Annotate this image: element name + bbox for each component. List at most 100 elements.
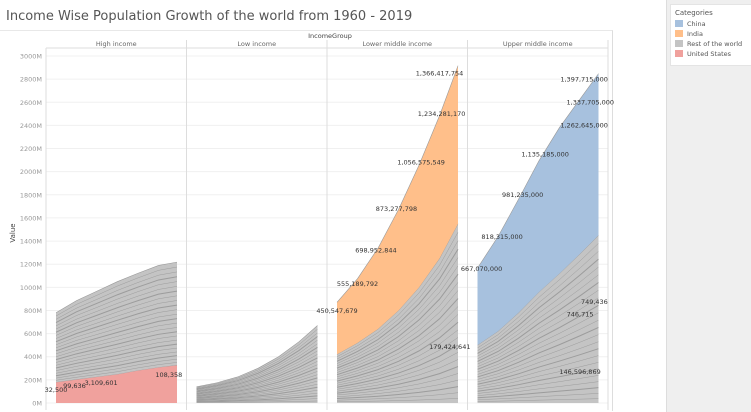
country-band-line	[196, 371, 318, 397]
country-band-line	[55, 295, 178, 336]
country-band-line	[477, 266, 599, 357]
country-band-line	[55, 304, 178, 343]
area-united-states	[56, 365, 177, 403]
country-band-line	[196, 395, 318, 403]
country-band-line	[336, 352, 459, 390]
country-band-line	[336, 337, 459, 386]
data-label: 1,366,417,754	[416, 70, 464, 78]
country-band-line	[477, 312, 599, 373]
country-band-line	[55, 347, 178, 371]
data-label: 1,056,575,549	[397, 159, 445, 167]
data-label: 1,397,715,000	[560, 75, 608, 83]
country-band-line	[477, 381, 599, 396]
y-tick-label: 0M	[32, 400, 42, 408]
area-china	[477, 73, 599, 346]
country-band-line	[477, 375, 599, 394]
country-band-line	[196, 389, 318, 401]
country-band-line	[55, 276, 178, 324]
country-band-line	[196, 346, 318, 392]
panel-header: Lower middle income	[362, 40, 432, 48]
country-band-line	[477, 362, 599, 390]
data-label: 746,715	[567, 310, 594, 318]
country-band-line	[336, 240, 459, 360]
country-band-line	[336, 344, 459, 388]
country-band-line	[336, 273, 459, 369]
country-band-line	[196, 350, 318, 393]
country-band-line	[477, 274, 599, 360]
country-band-line	[336, 321, 459, 382]
legend-label: India	[687, 29, 703, 38]
panel-header: High income	[96, 40, 137, 48]
legend-item-china[interactable]: China	[675, 19, 751, 28]
data-label: 749,436	[581, 298, 608, 306]
country-band-line	[477, 282, 599, 362]
data-label: 1,234,281,170	[418, 110, 466, 118]
country-band-line	[336, 290, 459, 373]
y-tick-label: 1400M	[20, 238, 42, 246]
country-band-line	[336, 379, 459, 398]
country-band-line	[196, 400, 318, 403]
country-band-line	[477, 341, 599, 383]
country-band-line	[477, 393, 599, 400]
country-band-line	[55, 281, 178, 327]
data-label: 981,235,000	[502, 191, 543, 199]
data-label: 555,189,792	[337, 280, 378, 288]
india-swatch	[675, 30, 683, 37]
country-band-line	[477, 334, 599, 380]
legend-label: Rest of the world	[687, 39, 743, 48]
country-band-line	[477, 319, 599, 375]
country-band-line	[477, 348, 599, 385]
country-band-line	[55, 271, 178, 320]
data-label: 99,636	[63, 382, 86, 390]
country-band-line	[336, 298, 459, 376]
country-band-line	[196, 354, 318, 394]
country-band-line	[55, 339, 178, 366]
country-band-line	[336, 366, 459, 394]
y-tick-label: 1200M	[20, 261, 42, 269]
country-band-line	[196, 392, 318, 402]
country-band-line	[196, 380, 318, 399]
legend-item-india[interactable]: India	[675, 29, 751, 38]
china-swatch	[675, 20, 683, 27]
country-band-line	[196, 377, 318, 399]
data-label: 146,596,869	[559, 368, 600, 376]
country-band-line	[196, 336, 318, 390]
country-band-line	[196, 367, 318, 397]
country-band-line	[477, 251, 599, 351]
country-band-line	[55, 358, 178, 379]
country-band-line	[477, 304, 599, 370]
country-band-line	[336, 306, 459, 378]
country-band-line	[477, 243, 599, 349]
data-label: 450,547,679	[316, 307, 357, 315]
data-label: 1,135,185,000	[521, 151, 569, 159]
y-tick-label: 2400M	[20, 122, 42, 130]
country-band-line	[336, 265, 459, 367]
country-band-line	[196, 357, 318, 395]
country-band-line	[196, 383, 318, 400]
legend-item-us[interactable]: United States	[675, 49, 751, 58]
country-band-line	[196, 332, 318, 389]
country-band-line	[477, 326, 599, 378]
country-band-line	[196, 339, 318, 391]
country-band-line	[477, 387, 599, 399]
column-header: IncomeGroup	[308, 32, 352, 40]
country-band-line	[336, 398, 459, 402]
country-band-line	[55, 355, 178, 377]
country-band-line	[55, 286, 178, 330]
y-tick-label: 2200M	[20, 145, 42, 153]
y-tick-label: 800M	[24, 307, 42, 315]
country-band-line	[336, 392, 459, 401]
data-label: 1,262,645,000	[560, 122, 608, 130]
area-rest-of-the-world	[56, 262, 177, 383]
country-band-line	[477, 368, 599, 392]
country-band-line	[196, 361, 318, 395]
country-band-line	[55, 322, 178, 355]
y-tick-label: 3000M	[20, 53, 42, 61]
country-band-line	[336, 282, 459, 371]
country-band-line	[477, 398, 599, 402]
legend-item-rest[interactable]: Rest of the world	[675, 39, 751, 48]
country-band-line	[196, 398, 318, 403]
country-band-line	[477, 289, 599, 365]
area-edge	[55, 261, 178, 313]
legend-label: China	[687, 19, 706, 28]
